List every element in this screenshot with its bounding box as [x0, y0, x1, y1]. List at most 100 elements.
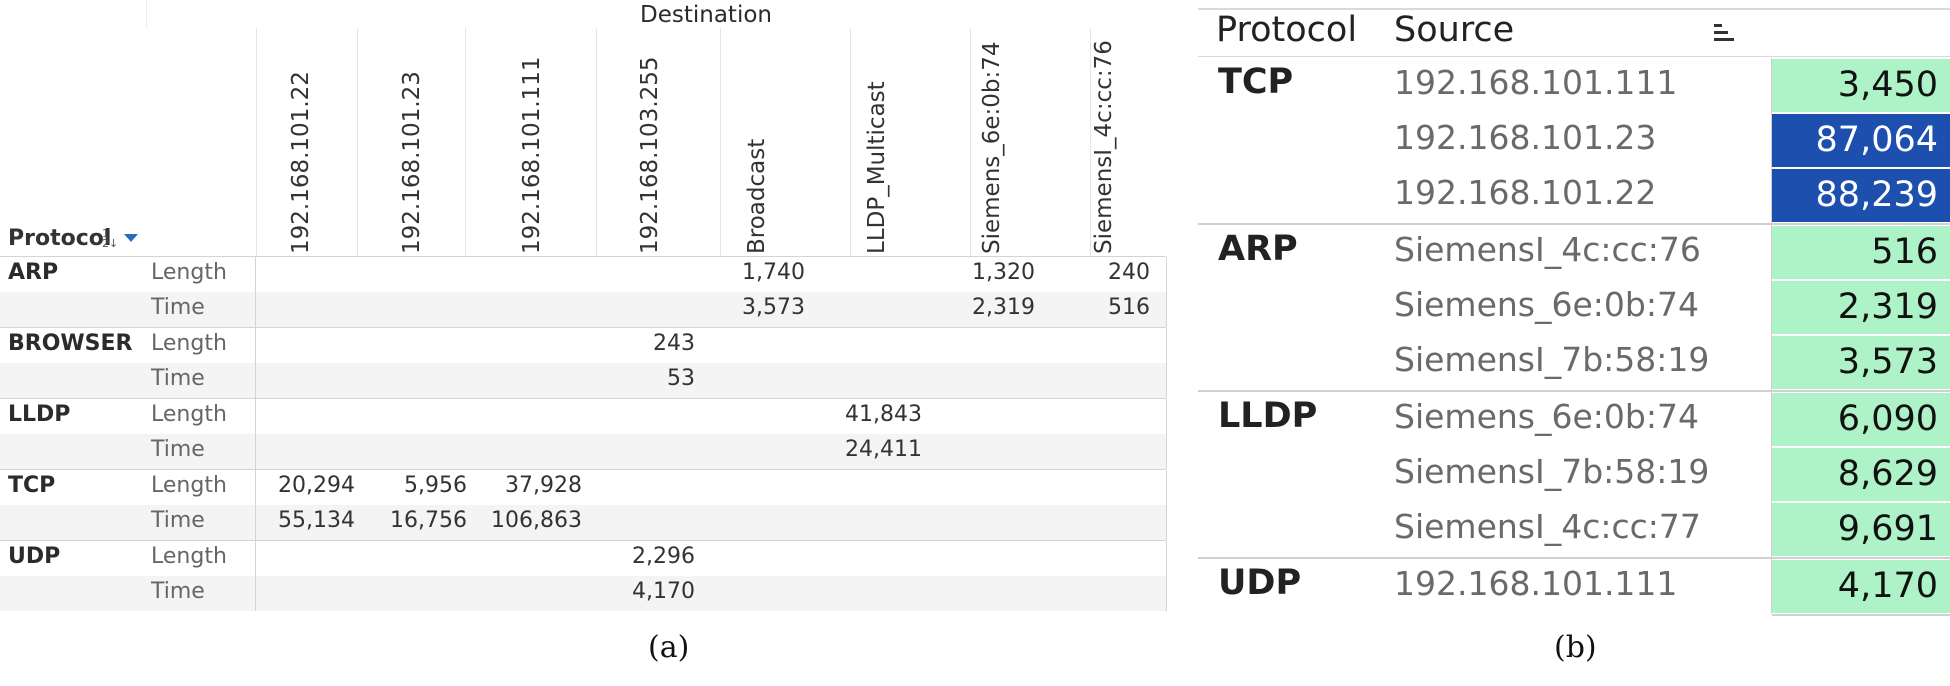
column-divider — [1090, 28, 1091, 256]
sort-icon[interactable]: 1 2↓ — [102, 227, 119, 250]
crosstab-grid: ARP Length 1,740 1,320 240 Time 3,573 2,319 516 B… — [0, 256, 1167, 611]
table-row: Time 4,170 — [0, 576, 1166, 611]
measure-label: Time — [151, 437, 205, 462]
column-divider — [970, 28, 971, 256]
table-row: UDP Length 2,296 — [0, 541, 1166, 576]
value-cell: 8,629 — [1772, 448, 1950, 501]
destination-column-header[interactable]: 192.168.103.255 — [637, 56, 663, 254]
value-cell: 1,320 — [972, 260, 1035, 285]
value-cell: 41,843 — [845, 402, 922, 427]
value-column-divider — [1771, 225, 1772, 390]
column-divider — [720, 28, 721, 256]
value-cell: 3,573 — [742, 295, 805, 320]
protocol-label: ARP — [1218, 229, 1298, 269]
value-cell: 24,411 — [845, 437, 922, 462]
protocol-header[interactable]: Protocol — [1216, 10, 1358, 50]
destination-column-header[interactable]: SiemensI_4c:cc:76 — [1091, 40, 1117, 254]
column-divider — [596, 28, 597, 256]
value-cell: 106,863 — [491, 508, 582, 533]
source-label: SiemensI_7b:58:19 — [1394, 340, 1710, 379]
value-cell: 2,296 — [632, 544, 695, 569]
right-border — [1166, 257, 1167, 327]
destination-column-header[interactable]: Broadcast — [744, 138, 770, 254]
group-divider — [1198, 557, 1950, 559]
value-cell: 1,740 — [742, 260, 805, 285]
value-cell: 2,319 — [972, 295, 1035, 320]
protocol-label: LLDP — [8, 402, 71, 427]
caption-a: (a) — [648, 630, 690, 665]
value-cell: 243 — [653, 331, 695, 356]
value-cell: 516 — [1108, 295, 1150, 320]
header-value-divider — [255, 541, 256, 611]
column-divider — [465, 28, 466, 256]
protocol-label: TCP — [1218, 62, 1294, 102]
protocol-group: ARP Length 1,740 1,320 240 Time 3,573 2,319 516 — [0, 256, 1167, 327]
column-divider — [850, 28, 851, 256]
protocol-label: ARP — [8, 260, 59, 285]
value-cell: 4,170 — [1772, 560, 1950, 613]
value-cell: 5,956 — [404, 473, 467, 498]
measure-label: Length — [151, 473, 227, 498]
value-cell: 9,691 — [1772, 503, 1950, 556]
crosstab-panel-a: Destination 192.168.101.22 192.168.101.23… — [0, 0, 1167, 665]
protocol-group: LLDP Length 41,843 Time 24,411 — [0, 398, 1167, 469]
header-value-divider — [255, 399, 256, 469]
value-cell: 88,239 — [1772, 169, 1950, 222]
destination-column-header[interactable]: LLDP_Multicast — [864, 81, 890, 254]
protocol-group: UDP Length 2,296 Time 4,170 — [0, 540, 1167, 611]
value-column-divider — [1771, 559, 1772, 614]
right-border — [1166, 470, 1167, 540]
measure-label: Length — [151, 260, 227, 285]
table-row: Time 3,573 2,319 516 — [0, 292, 1166, 327]
value-cell: 87,064 — [1772, 114, 1950, 167]
source-label: 192.168.101.111 — [1394, 564, 1678, 603]
value-cell: 37,928 — [505, 473, 582, 498]
destination-group-header: Destination — [640, 2, 772, 28]
value-cell: 240 — [1108, 260, 1150, 285]
value-cell: 6,090 — [1772, 393, 1950, 446]
source-label: Siemens_6e:0b:74 — [1394, 397, 1699, 436]
protocol-column-header[interactable]: Protocol — [8, 226, 111, 251]
measure-label: Length — [151, 331, 227, 356]
table-row: BROWSER Length 243 — [0, 328, 1166, 363]
header-value-divider — [255, 257, 256, 327]
right-border — [1166, 328, 1167, 398]
table-row: ARP Length 1,740 1,320 240 — [0, 257, 1166, 292]
measure-label: Time — [151, 295, 205, 320]
measure-label: Time — [151, 366, 205, 391]
value-cell: 16,756 — [390, 508, 467, 533]
measure-label: Time — [151, 508, 205, 533]
group-divider — [1198, 223, 1950, 225]
right-border — [1166, 541, 1167, 611]
source-label: Siemens_6e:0b:74 — [1394, 285, 1699, 324]
value-cell: 516 — [1772, 226, 1950, 279]
measure-label: Length — [151, 402, 227, 427]
protocol-header-label: Protocol — [8, 226, 112, 251]
table-row: Time 55,134 16,756 106,863 — [0, 505, 1166, 540]
table-row: Time 24,411 — [0, 434, 1166, 469]
measure-label: Length — [151, 544, 227, 569]
destination-column-header[interactable]: 192.168.101.111 — [519, 56, 545, 254]
protocol-group: TCP Length 20,294 5,956 37,928 Time 55,134 16,7… — [0, 469, 1167, 540]
column-divider — [357, 28, 358, 256]
protocol-label: UDP — [1218, 563, 1302, 603]
destination-column-header[interactable]: Siemens_6e:0b:74 — [979, 41, 1005, 254]
source-label: SiemensI_4c:cc:77 — [1394, 507, 1701, 546]
table-row: Time 53 — [0, 363, 1166, 398]
destination-column-header[interactable]: 192.168.101.22 — [288, 71, 314, 254]
value-cell: 55,134 — [278, 508, 355, 533]
dropdown-caret-icon[interactable] — [124, 234, 138, 242]
source-label: 192.168.101.111 — [1394, 63, 1678, 102]
bottom-border — [1772, 614, 1950, 616]
source-header[interactable]: Source — [1394, 10, 1515, 50]
protocol-label: TCP — [8, 473, 56, 498]
sort-descending-icon[interactable] — [1714, 24, 1736, 46]
value-cell: 4,170 — [632, 579, 695, 604]
value-cell: 2,319 — [1772, 281, 1950, 334]
value-cell: 3,573 — [1772, 336, 1950, 389]
source-label: 192.168.101.22 — [1394, 173, 1657, 212]
value-cell: 3,450 — [1772, 59, 1950, 112]
measure-label: Time — [151, 579, 205, 604]
destination-column-header[interactable]: 192.168.101.23 — [399, 71, 425, 254]
column-divider — [256, 28, 257, 256]
